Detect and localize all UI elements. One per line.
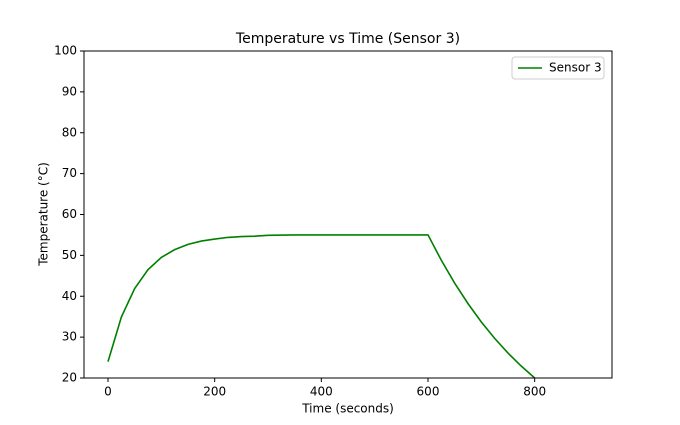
y-tick-label: 20 <box>62 371 77 385</box>
line-series <box>107 234 536 378</box>
y-tick-label: 100 <box>54 44 77 58</box>
x-tick-label: 0 <box>104 385 112 399</box>
x-tick-label: 600 <box>417 385 440 399</box>
y-tick-label: 90 <box>62 84 77 98</box>
x-axis-label: Time (seconds) <box>301 402 394 416</box>
x-tick-label: 400 <box>310 385 333 399</box>
chart-title: Temperature vs Time (Sensor 3) <box>235 31 460 47</box>
y-tick-label: 30 <box>62 330 77 344</box>
legend-label: Sensor 3 <box>549 61 602 75</box>
y-tick-label: 70 <box>62 166 77 180</box>
legend-box <box>511 56 605 80</box>
y-tick-label: 80 <box>62 125 77 139</box>
plot-frame <box>83 50 613 379</box>
y-tick-label: 40 <box>62 289 77 303</box>
y-axis-label: Temperature (°C) <box>37 162 51 267</box>
y-tick-label: 50 <box>62 248 77 262</box>
x-tick-label: 200 <box>203 385 226 399</box>
x-tick-label: 800 <box>523 385 546 399</box>
y-tick-label: 60 <box>62 207 77 221</box>
